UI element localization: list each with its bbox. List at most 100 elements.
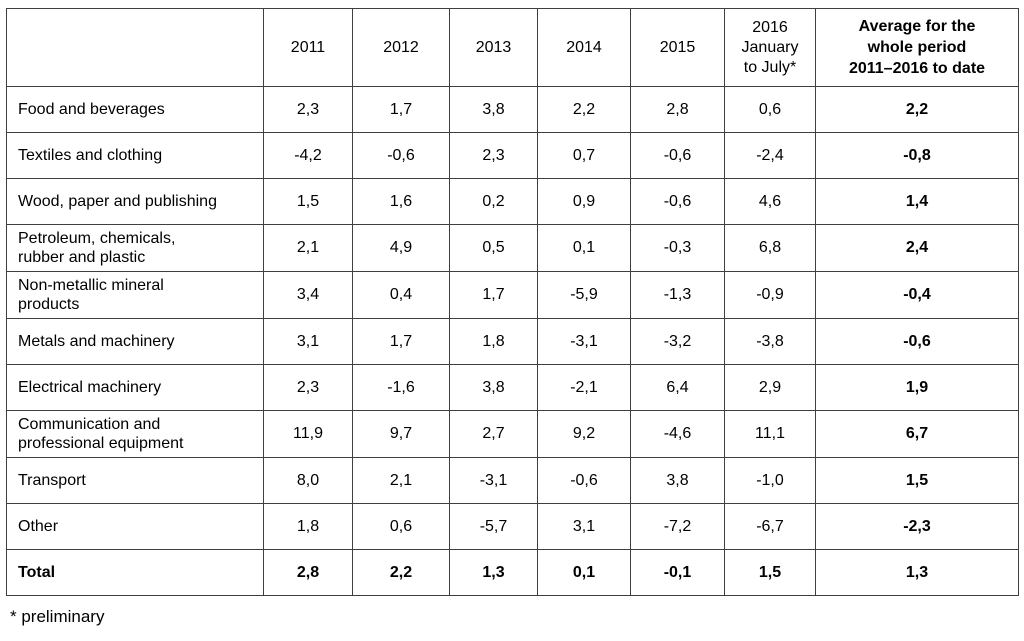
value-cell: 2,1 [263,224,353,272]
value-cell: -0,9 [724,271,816,319]
value-cell: 2,3 [263,364,353,411]
row-label: Total [6,549,264,596]
value-cell: 2,9 [724,364,816,411]
row-label: Wood, paper and publishing [6,178,264,225]
value-cell: 0,9 [537,178,631,225]
table-row: Communication and professional equipment… [6,410,1019,458]
column-header-2015: 2015 [630,8,725,87]
value-cell: 4,9 [352,224,450,272]
value-cell: 1,8 [449,318,538,365]
value-cell: 3,8 [449,86,538,133]
value-cell: 0,4 [352,271,450,319]
row-label: Textiles and clothing [6,132,264,179]
value-cell: 4,6 [724,178,816,225]
table-row: Petroleum, chemicals, rubber and plastic… [6,224,1019,272]
value-cell: 2,3 [263,86,353,133]
value-cell: -0,6 [630,178,725,225]
row-label: Metals and machinery [6,318,264,365]
value-cell: 11,9 [263,410,353,458]
value-cell: 1,3 [815,549,1019,596]
value-cell: -5,9 [537,271,631,319]
value-cell: -0,6 [630,132,725,179]
row-label: Non-metallic mineral products [6,271,264,319]
table-body: Food and beverages 2,3 1,7 3,8 2,2 2,8 0,6 2,2 T… [6,86,1019,596]
value-cell: 1,5 [724,549,816,596]
value-cell: 6,4 [630,364,725,411]
value-cell: 3,4 [263,271,353,319]
value-cell: 1,8 [263,503,353,550]
value-cell: 2,1 [352,457,450,504]
row-label: Petroleum, chemicals, rubber and plastic [6,224,264,272]
value-cell: -0,6 [352,132,450,179]
table-row: Wood, paper and publishing 1,5 1,6 0,2 0,9 -0… [6,178,1019,225]
value-cell: -0,6 [537,457,631,504]
footnote: * preliminary [10,607,105,626]
header-row: 2011 2012 2013 2014 2015 2016 January to… [6,8,1019,87]
value-cell: 0,1 [537,224,631,272]
table-row: Transport 8,0 2,1 -3,1 -0,6 3,8 -1,0 1,5 [6,457,1019,504]
column-header-2016-jan-jul: 2016 January to July* [724,8,816,87]
table-header: 2011 2012 2013 2014 2015 2016 January to… [6,8,1019,87]
value-cell: -5,7 [449,503,538,550]
column-header-2011: 2011 [263,8,353,87]
value-cell: 3,8 [449,364,538,411]
value-cell: 0,6 [724,86,816,133]
column-header-2013: 2013 [449,8,538,87]
column-header-2012: 2012 [352,8,450,87]
table-row: Metals and machinery 3,1 1,7 1,8 -3,1 -3,2 -3,… [6,318,1019,365]
value-cell: 0,6 [352,503,450,550]
value-cell: -6,7 [724,503,816,550]
value-cell: 1,4 [815,178,1019,225]
value-cell: -2,4 [724,132,816,179]
value-cell: 0,2 [449,178,538,225]
table-row: Textiles and clothing -4,2 -0,6 2,3 0,7 -0,6-… [6,132,1019,179]
value-cell: -0,8 [815,132,1019,179]
value-cell: 8,0 [263,457,353,504]
value-cell: 3,1 [537,503,631,550]
row-label: Electrical machinery [6,364,264,411]
value-cell: -0,3 [630,224,725,272]
value-cell: -2,3 [815,503,1019,550]
value-cell: 3,1 [263,318,353,365]
value-cell: -0,4 [815,271,1019,319]
value-cell: -3,8 [724,318,816,365]
value-cell: -3,1 [537,318,631,365]
value-cell: 1,7 [352,318,450,365]
value-cell: -0,1 [630,549,725,596]
value-cell: -4,2 [263,132,353,179]
row-label: Communication and professional equipment [6,410,264,458]
column-header-average: Average for the whole period 2011–2016 t… [815,8,1019,87]
value-cell: 2,3 [449,132,538,179]
table-row: Other 1,8 0,6 -5,7 3,1 -7,2 -6,7 -2,3 [6,503,1019,550]
value-cell: -4,6 [630,410,725,458]
value-cell: -3,2 [630,318,725,365]
value-cell: 9,2 [537,410,631,458]
value-cell: 9,7 [352,410,450,458]
table-row: Total 2,8 2,2 1,3 0,1 -0,1 1,5 1,3 [6,549,1019,596]
value-cell: 2,8 [263,549,353,596]
value-cell: 1,7 [352,86,450,133]
value-cell: 2,4 [815,224,1019,272]
data-table: 2011 2012 2013 2014 2015 2016 January to… [6,8,1019,596]
value-cell: 1,6 [352,178,450,225]
value-cell: -1,3 [630,271,725,319]
value-cell: 1,3 [449,549,538,596]
value-cell: -7,2 [630,503,725,550]
row-label: Other [6,503,264,550]
value-cell: 1,7 [449,271,538,319]
value-cell: 0,5 [449,224,538,272]
row-label: Transport [6,457,264,504]
value-cell: 11,1 [724,410,816,458]
table-row: Food and beverages 2,3 1,7 3,8 2,2 2,8 0,6 2,2 [6,86,1019,133]
value-cell: -2,1 [537,364,631,411]
value-cell: 1,5 [263,178,353,225]
value-cell: 2,7 [449,410,538,458]
value-cell: 1,5 [815,457,1019,504]
value-cell: -0,6 [815,318,1019,365]
column-header-2014: 2014 [537,8,631,87]
value-cell: 2,8 [630,86,725,133]
value-cell: 6,7 [815,410,1019,458]
value-cell: 1,9 [815,364,1019,411]
value-cell: -1,0 [724,457,816,504]
